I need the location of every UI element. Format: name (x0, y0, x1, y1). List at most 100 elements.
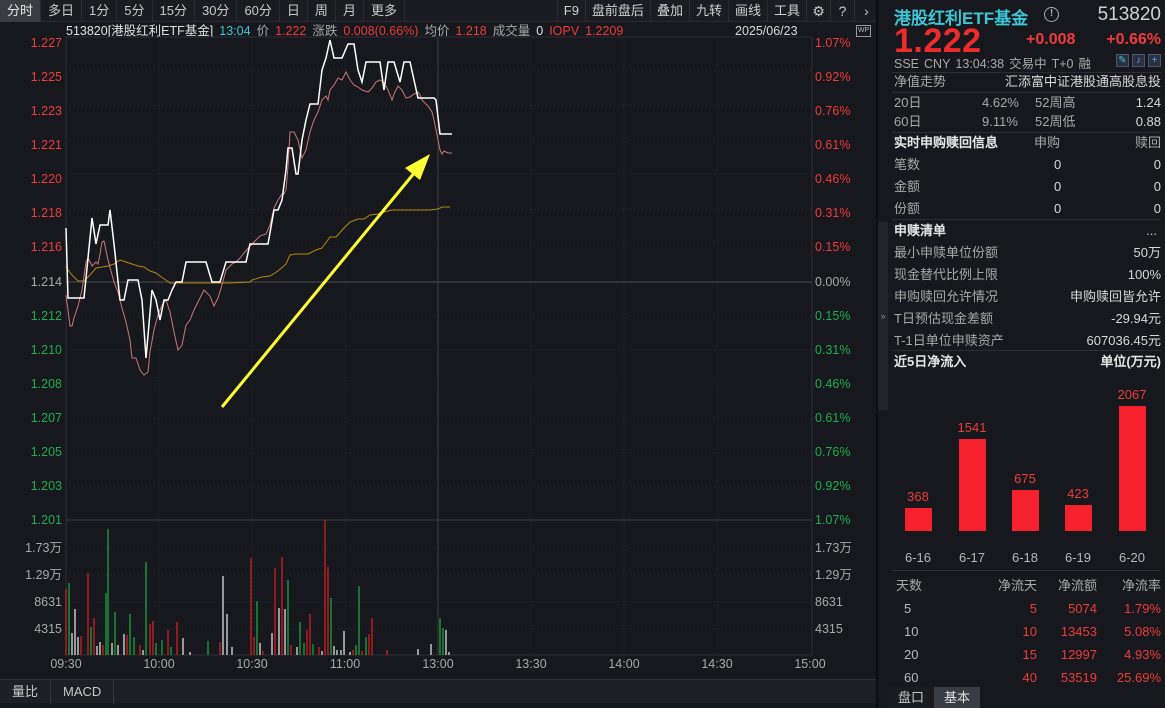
tab-macd[interactable]: MACD (51, 680, 115, 704)
list-row: T-1日单位申赎资产 607036.45元 (894, 330, 1161, 351)
bar-value: 368 (907, 489, 929, 504)
draw-line-button[interactable]: 画线 (727, 0, 767, 22)
x-tick: 14:00 (608, 657, 640, 671)
period-return: 4.62% (982, 95, 1019, 110)
y-tick: 1.214 (30, 275, 62, 289)
pct-tick: 0.00% (815, 275, 851, 289)
bar-date: 6-17 (958, 550, 986, 565)
add-icon[interactable]: + (1148, 54, 1161, 67)
security-name: 513820[港股红利ETF基金] (66, 24, 214, 38)
pct-tick: 0.46% (815, 377, 851, 391)
bar-date: 6-20 (1118, 550, 1146, 565)
pre-post-market-button[interactable]: 盘前盘后 (584, 0, 650, 22)
more-button[interactable]: ... (1146, 223, 1157, 238)
tab-day[interactable]: 日 (286, 2, 300, 18)
tab-30min[interactable]: 30分 (201, 2, 230, 18)
row-label: 份额 (894, 201, 921, 216)
subscribe-value: 0 (1054, 157, 1062, 172)
tab-order-book[interactable]: 盘口 (888, 687, 935, 708)
x-tick: 10:30 (236, 657, 268, 671)
iopv-value: 1.2209 (585, 24, 624, 38)
list-row: 现金替代比例上限 100% (894, 264, 1161, 285)
wp-monitor-icon[interactable]: WP (856, 25, 871, 37)
cell: 53519 (1060, 670, 1097, 685)
quote-infobar: 513820[港股红利ETF基金] 13:04 价 1.222 涨跌 0.008(0.66… (66, 22, 629, 40)
quote-actions: ✎ ♪ + (1116, 54, 1161, 67)
period-return: 9.11% (982, 114, 1018, 129)
bar (905, 508, 932, 531)
row-label: 最小申赎单位份额 (894, 245, 999, 260)
gear-icon[interactable]: ⚙ (806, 0, 830, 22)
tab-60min[interactable]: 60分 (244, 2, 272, 18)
volume-tick: 1.73万 (815, 541, 852, 555)
y-tick: 1.225 (30, 70, 62, 84)
tab-multi-day[interactable]: 多日 (48, 2, 75, 18)
change-label: 涨跌 (312, 24, 338, 38)
row-label: 申购赎回允许情况 (894, 289, 999, 304)
y-tick: 1.227 (30, 36, 62, 50)
info-icon[interactable]: ! (1044, 7, 1059, 22)
period-label: 20日 (894, 95, 922, 110)
x-tick: 09:30 (50, 657, 82, 671)
y-tick: 1.212 (30, 309, 62, 323)
perf-row: 60日 9.11% 52周低 0.88 (894, 111, 1161, 132)
tab-15min[interactable]: 15分 (159, 2, 187, 18)
y-tick: 1.208 (30, 377, 62, 391)
pct-tick: 0.15% (815, 309, 851, 323)
tab-month[interactable]: 月 (342, 2, 356, 18)
row-label: 现金替代比例上限 (894, 267, 999, 282)
cell: 60 (904, 670, 919, 685)
bar (959, 439, 986, 531)
row-value: 100% (1127, 267, 1161, 282)
collapse-panel-handle[interactable]: » (878, 222, 888, 410)
y-tick: 1.201 (30, 513, 62, 527)
tab-volume-ratio[interactable]: 量比 (0, 680, 52, 704)
row-label: T-1日单位申赎资产 (894, 333, 1004, 348)
section-title: 申赎清单 (894, 223, 947, 238)
edit-icon[interactable]: ✎ (1116, 54, 1129, 67)
unit-label: 单位(万元) (1100, 354, 1161, 369)
tab-intraday[interactable]: 分时 (0, 0, 41, 22)
tab-5min[interactable]: 5分 (124, 2, 145, 18)
price-change-pct: +0.66% (1106, 31, 1161, 48)
bar-date: 6-19 (1064, 550, 1092, 565)
last-price: 1.222 (894, 22, 982, 60)
tools-button[interactable]: 工具 (766, 0, 806, 22)
bell-icon[interactable]: ♪ (1132, 54, 1145, 67)
volume-tick: 8631 (34, 595, 62, 609)
volume-tick: 4315 (34, 622, 62, 636)
pct-tick: 0.92% (815, 479, 851, 493)
chevron-right-icon[interactable]: › (854, 0, 878, 22)
52w-high-label: 52周高 (1035, 95, 1076, 110)
section-title: 实时申购赎回信息 (894, 135, 999, 150)
tab-week[interactable]: 周 (314, 2, 328, 18)
y-tick: 1.221 (30, 138, 62, 152)
cell: 40 (1022, 670, 1037, 685)
volume-tick: 1.73万 (25, 541, 62, 555)
price-label: 价 (256, 24, 270, 38)
help-icon[interactable]: ? (830, 0, 854, 22)
cell: 10 (904, 624, 919, 639)
overlay-button[interactable]: 叠加 (649, 0, 689, 22)
intraday-chart[interactable] (0, 0, 876, 680)
pct-tick: 1.07% (815, 513, 851, 527)
row-label: 金额 (894, 179, 921, 194)
52w-low-value: 0.88 (1135, 114, 1161, 129)
tab-1min[interactable]: 1分 (89, 2, 110, 18)
currency: CNY (924, 57, 951, 71)
tab-more[interactable]: 更多 (370, 2, 397, 18)
bar (1065, 505, 1092, 531)
tab-basic[interactable]: 基本 (934, 687, 981, 708)
panel-divider (876, 0, 878, 708)
nine-turn-button[interactable]: 九转 (688, 0, 728, 22)
nav-trend-row[interactable]: 净值走势 汇添富中证港股通高股息投 (894, 71, 1161, 92)
f9-button[interactable]: F9 (556, 0, 585, 22)
y-tick: 1.218 (30, 206, 62, 220)
flow-table-header: 天数 净流天 净流额 净流率 (894, 574, 1161, 597)
quote-meta: SSE CNY 13:04:38 交易中 T+0 融 (894, 53, 1096, 72)
cell: 20 (904, 647, 919, 662)
52w-low-label: 52周低 (1035, 114, 1076, 129)
bar-value: 675 (1014, 471, 1036, 486)
pct-tick: 0.61% (815, 411, 851, 425)
realtime-header: 实时申购赎回信息 申购 赎回 (894, 132, 1161, 153)
